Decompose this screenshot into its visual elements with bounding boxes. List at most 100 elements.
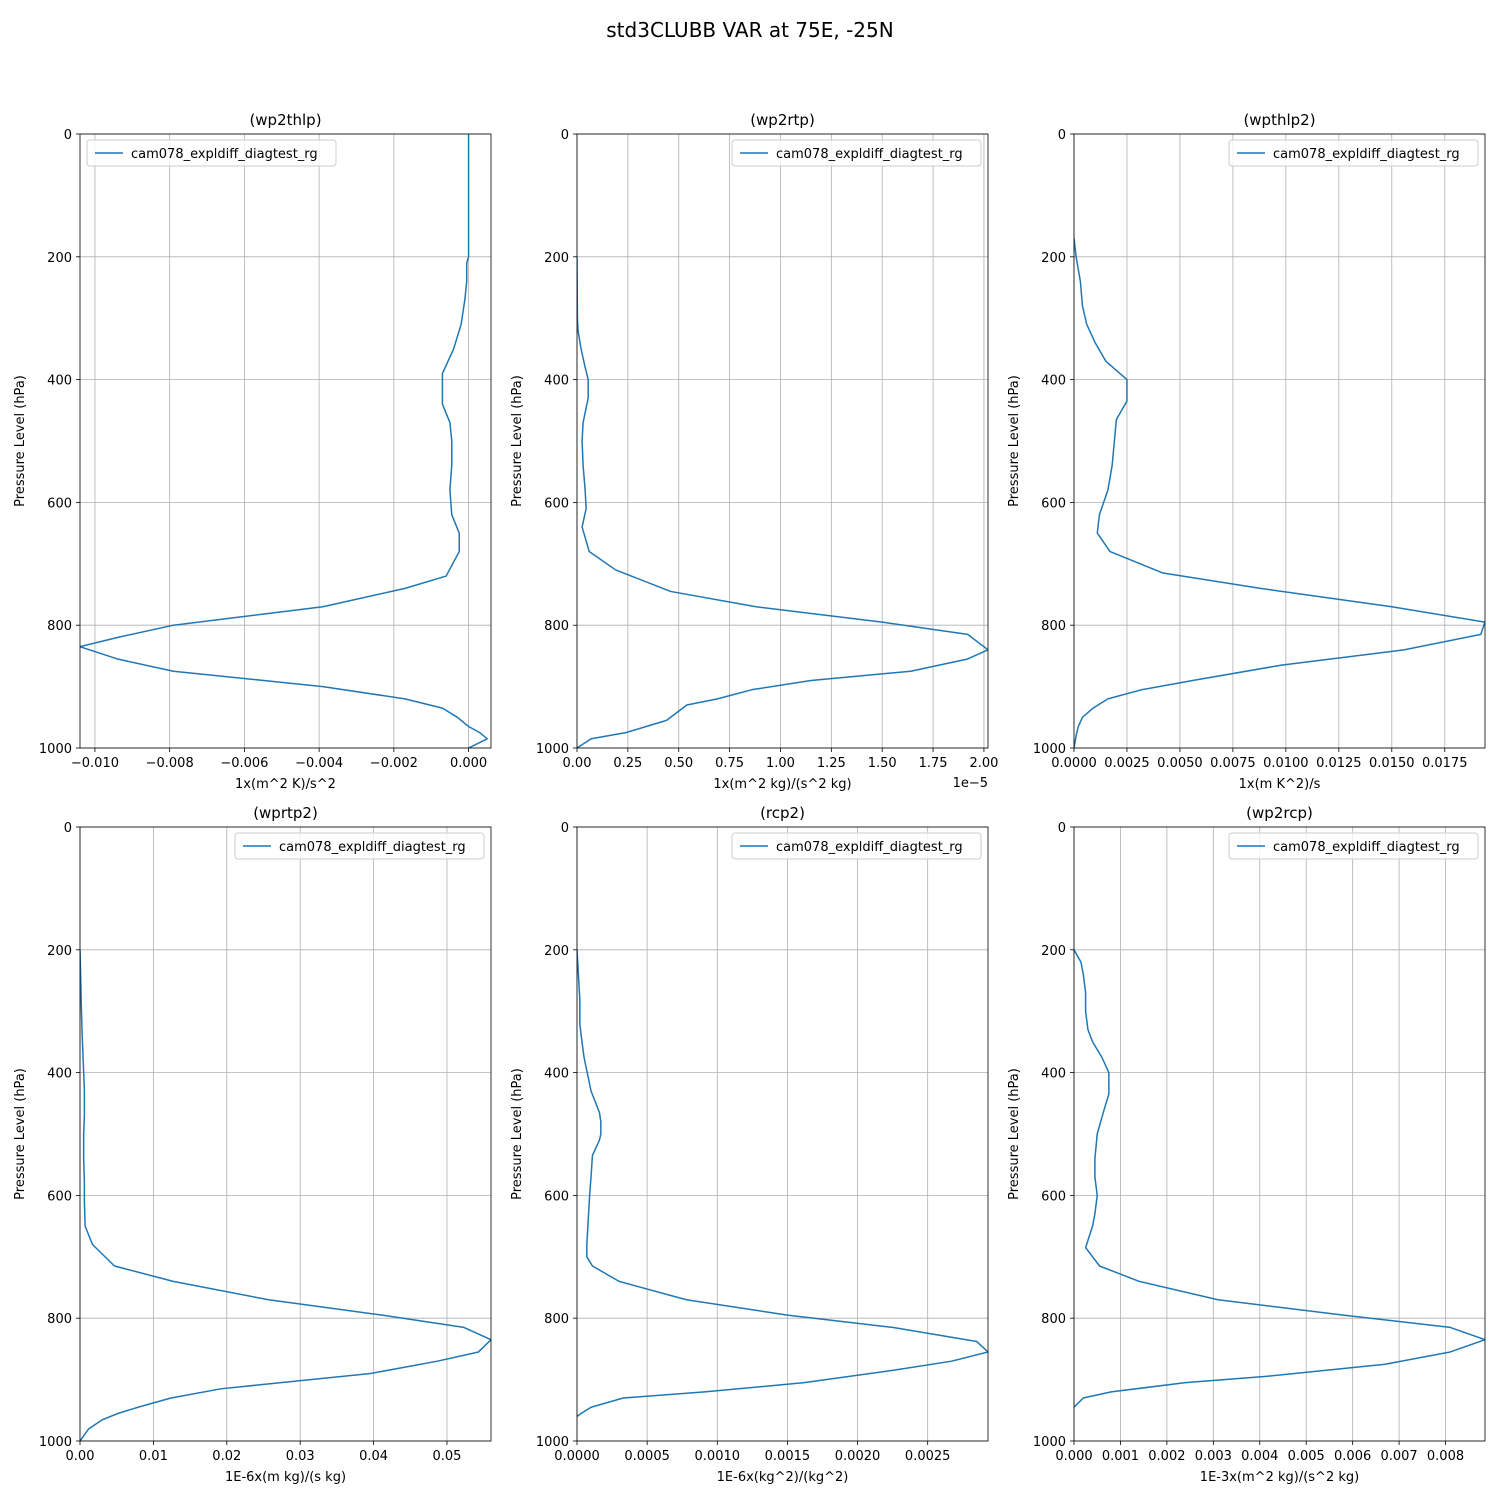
legend-entry: cam078_expldiff_diagtest_rg <box>776 147 963 162</box>
x-tick-label: 0.000 <box>450 756 487 771</box>
x-tick-label: 0.25 <box>613 756 642 771</box>
y-tick-label: 1000 <box>39 742 72 757</box>
y-tick-label: 1000 <box>1033 1435 1066 1450</box>
legend-box <box>234 832 485 860</box>
y-tick-label: 1000 <box>536 742 569 757</box>
x-tick-label: −0.008 <box>146 756 194 771</box>
y-axis-label: Pressure Level (hPa) <box>1007 375 1022 507</box>
panel-title: (rcp2) <box>760 804 805 822</box>
x-axis-label: 1x(m K^2)/s <box>1239 777 1321 792</box>
legend: cam078_expldiff_diagtest_rg <box>1228 832 1479 860</box>
series-line <box>577 256 988 748</box>
x-tick-label: 0.0125 <box>1316 756 1362 771</box>
y-tick-label: 0 <box>561 128 569 143</box>
legend-box <box>731 139 982 167</box>
plot-frame <box>1073 133 1486 749</box>
y-tick-label: 800 <box>544 1312 569 1327</box>
chart-panel-2: 0.00 0.25 0.50 0.75 1.00 1.25 1.50 1.75 2.00 0 200… <box>510 111 998 792</box>
legend-entry: cam078_expldiff_diagtest_rg <box>1273 147 1460 162</box>
x-tick-label: 0.0025 <box>905 1449 951 1464</box>
x-tick-label: 0.0025 <box>1104 756 1150 771</box>
x-tick-label: 0.00 <box>563 756 592 771</box>
plot-frame <box>576 826 989 1442</box>
x-axis-label: 1x(m^2 K)/s^2 <box>235 777 336 792</box>
x-tick-label: 0.0100 <box>1263 756 1309 771</box>
chart-panel-4: 0.00 0.01 0.02 0.03 0.04 0.05 0 200 400 600 800 100… <box>13 804 492 1485</box>
y-tick-label: 600 <box>47 496 72 511</box>
panel-title: (wp2rtp) <box>750 111 815 129</box>
y-tick-label: 400 <box>544 374 569 389</box>
x-tick-label: −0.006 <box>220 756 268 771</box>
y-axis-label: Pressure Level (hPa) <box>1007 1068 1022 1200</box>
x-tick-label: 0.0005 <box>624 1449 670 1464</box>
x-tick-label: 1.50 <box>868 756 897 771</box>
y-tick-label: 200 <box>47 944 72 959</box>
y-tick-label: 400 <box>1041 374 1066 389</box>
x-tick-label: 0.000 <box>1055 1449 1092 1464</box>
legend-entry: cam078_expldiff_diagtest_rg <box>279 840 466 855</box>
y-tick-label: 400 <box>47 1067 72 1082</box>
x-tick-label: 0.003 <box>1195 1449 1232 1464</box>
legend-box <box>86 139 337 167</box>
y-tick-label: 600 <box>1041 1189 1066 1204</box>
y-tick-label: 1000 <box>1033 742 1066 757</box>
series-line <box>1074 949 1485 1408</box>
panels: −0.010 −0.008 −0.006 −0.004 −0.002 0.00002004… <box>13 111 1486 1485</box>
x-tick-label: 1.75 <box>919 756 948 771</box>
x-tick-label: 0.005 <box>1288 1449 1325 1464</box>
y-tick-label: 800 <box>47 1312 72 1327</box>
legend: cam078_expldiff_diagtest_rg <box>1228 139 1479 167</box>
plot-frame <box>79 826 492 1442</box>
y-tick-label: 200 <box>544 251 569 266</box>
x-tick-label: −0.004 <box>295 756 343 771</box>
chart-panel-3: 0.0000 0.0025 0.0050 0.0075 0.0100 0.0125 0.01… <box>1007 111 1486 792</box>
panel-title: (wpthlp2) <box>1243 111 1315 129</box>
y-axis-label: Pressure Level (hPa) <box>510 375 525 507</box>
y-tick-label: 400 <box>47 374 72 389</box>
legend-box <box>1228 832 1479 860</box>
x-tick-label: 0.006 <box>1334 1449 1371 1464</box>
chart-panel-1: −0.010 −0.008 −0.006 −0.004 −0.002 0.000 0 200 4… <box>13 111 492 792</box>
plot-frame <box>79 133 492 749</box>
x-offset-label: 1e−5 <box>953 776 988 791</box>
series-line <box>1074 238 1485 748</box>
x-tick-label: 2.00 <box>969 756 998 771</box>
y-tick-label: 200 <box>544 944 569 959</box>
x-tick-label: 0.0010 <box>695 1449 741 1464</box>
x-tick-label: 0.0150 <box>1369 756 1415 771</box>
x-tick-label: 0.0020 <box>835 1449 881 1464</box>
y-tick-label: 800 <box>544 619 569 634</box>
plot-frame <box>576 133 989 749</box>
y-tick-label: 800 <box>1041 1312 1066 1327</box>
x-tick-label: 0.008 <box>1427 1449 1464 1464</box>
y-tick-label: 0 <box>561 821 569 836</box>
y-tick-label: 200 <box>1041 944 1066 959</box>
x-tick-label: 0.05 <box>432 1449 461 1464</box>
legend-entry: cam078_expldiff_diagtest_rg <box>776 840 963 855</box>
x-tick-label: 0.0015 <box>765 1449 811 1464</box>
panel-title: (wprtp2) <box>253 804 318 822</box>
y-tick-label: 600 <box>47 1189 72 1204</box>
x-tick-label: 0.0050 <box>1157 756 1203 771</box>
figure-title: std3CLUBB VAR at 75E, -25N <box>606 18 893 42</box>
legend-box <box>731 832 982 860</box>
y-tick-label: 1000 <box>536 1435 569 1450</box>
chart-panel-6: 0.000 0.001 0.002 0.003 0.004 0.005 0.006 0.007… <box>1007 804 1486 1485</box>
x-tick-label: −0.002 <box>370 756 418 771</box>
x-tick-label: 1.25 <box>817 756 846 771</box>
y-tick-label: 800 <box>47 619 72 634</box>
legend: cam078_expldiff_diagtest_rg <box>86 139 337 167</box>
x-tick-label: 0.0175 <box>1422 756 1468 771</box>
x-tick-label: 0.01 <box>139 1449 168 1464</box>
x-tick-label: 0.007 <box>1380 1449 1417 1464</box>
y-axis-label: Pressure Level (hPa) <box>13 1068 28 1200</box>
plot-frame <box>1073 826 1486 1442</box>
legend: cam078_expldiff_diagtest_rg <box>234 832 485 860</box>
y-tick-label: 200 <box>47 251 72 266</box>
legend-box <box>1228 139 1479 167</box>
x-tick-label: 0.0000 <box>1051 756 1097 771</box>
y-tick-label: 800 <box>1041 619 1066 634</box>
x-tick-label: −0.010 <box>71 756 119 771</box>
x-tick-label: 0.001 <box>1102 1449 1139 1464</box>
